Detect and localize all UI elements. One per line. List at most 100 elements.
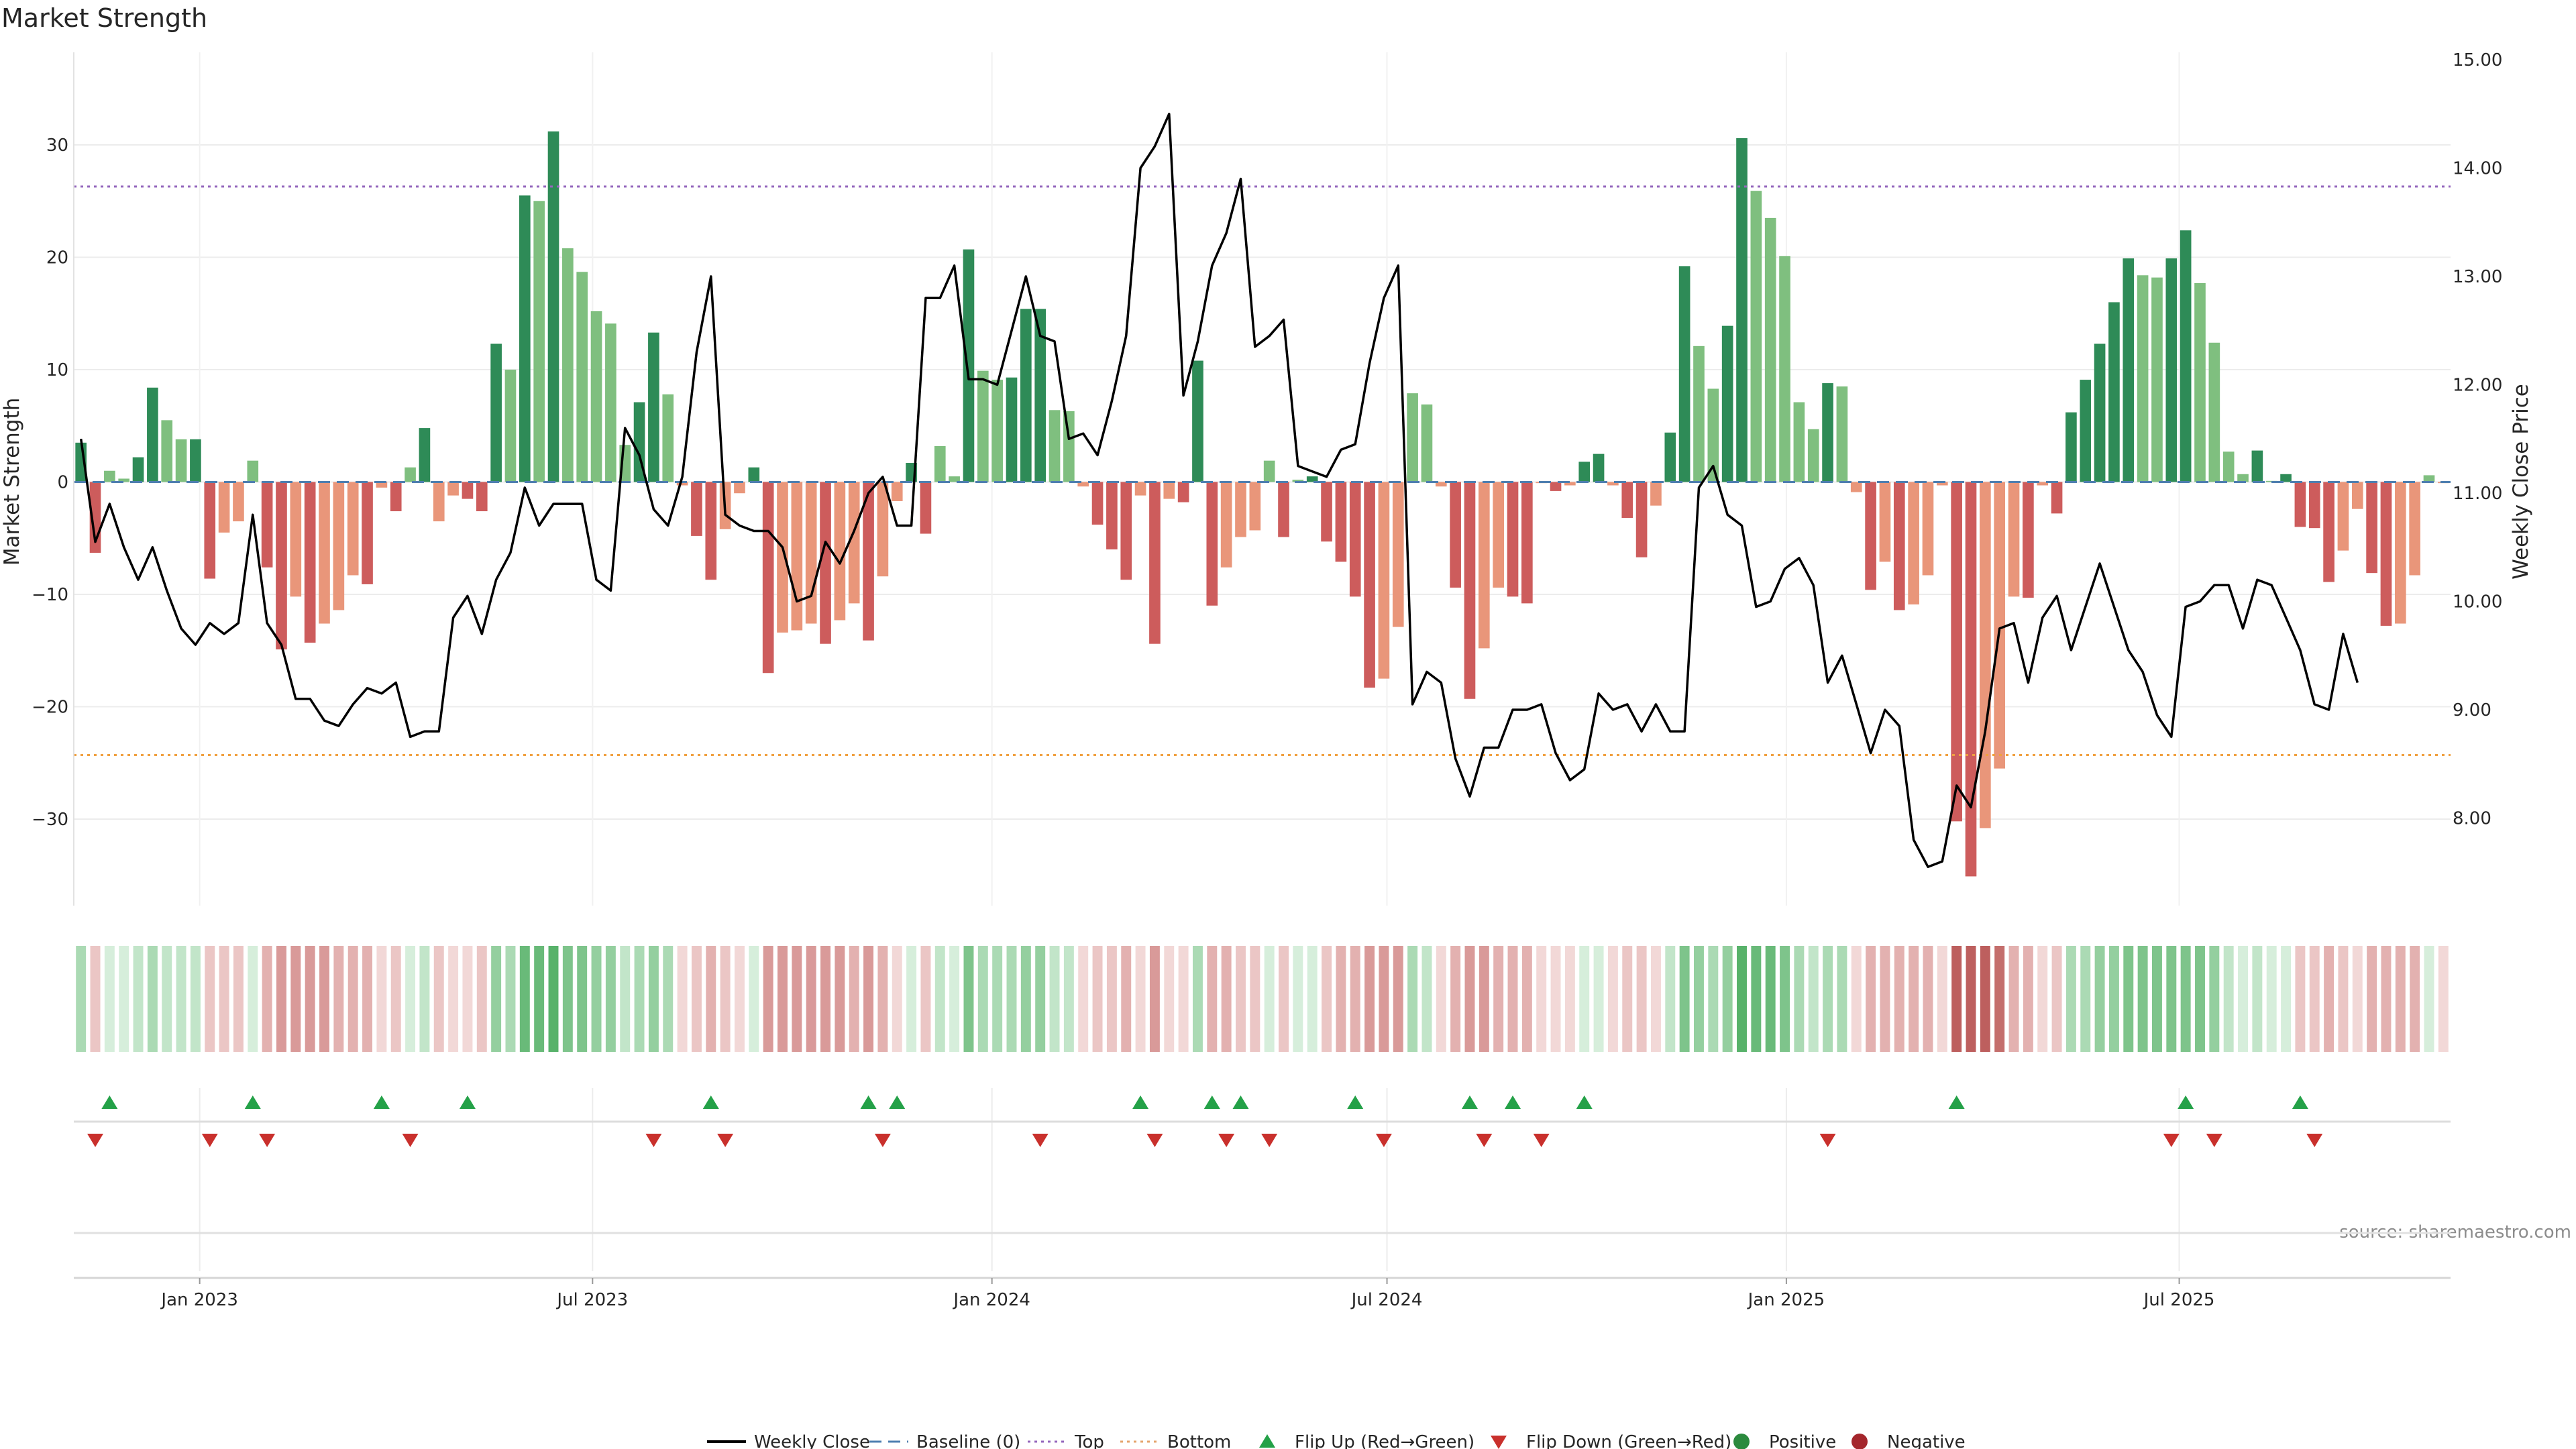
heat-cell	[1980, 946, 1990, 1052]
heat-cell	[663, 946, 674, 1052]
x-tick-label: Jul 2023	[555, 1290, 628, 1310]
heat-cell	[1264, 946, 1275, 1052]
strength-bar	[1134, 482, 1146, 496]
flip-up-marker	[889, 1095, 906, 1109]
heat-cell	[1837, 946, 1847, 1052]
heat-cell	[1636, 946, 1647, 1052]
heat-cell	[219, 946, 229, 1052]
strength-bar	[2351, 482, 2363, 509]
flip-markers	[74, 1095, 2451, 1234]
heat-cell	[290, 946, 301, 1052]
flip-up-marker	[1203, 1095, 1220, 1109]
heat-cell	[1521, 946, 1532, 1052]
strength-bar	[362, 482, 373, 584]
heat-cell	[2023, 946, 2033, 1052]
strength-bar	[2037, 482, 2049, 486]
strength-bar	[605, 323, 616, 482]
y-left-tick-label: 20	[46, 248, 68, 268]
heat-cell	[1694, 946, 1704, 1052]
strength-bar	[863, 482, 874, 641]
strength-bar	[319, 482, 330, 624]
strength-bar	[1908, 482, 1919, 605]
strength-bar	[2065, 412, 2077, 482]
heat-cell	[1737, 946, 1747, 1052]
heat-cell	[2065, 946, 2076, 1052]
x-tick-label: Jan 2025	[1747, 1290, 1825, 1310]
heat-cell	[1020, 946, 1031, 1052]
flip-up-marker	[702, 1095, 719, 1109]
legend-label: Weekly Close	[754, 1432, 870, 1449]
legend-label: Negative	[1887, 1432, 1966, 1449]
strength-bar	[1721, 325, 1733, 482]
strength-bar	[1994, 482, 2006, 769]
strength-bar	[1865, 482, 1876, 590]
heat-cell	[1622, 946, 1633, 1052]
flip-down-marker	[874, 1134, 891, 1147]
strength-bar	[648, 332, 659, 482]
strength-bar	[2051, 482, 2063, 514]
y-right-tick-label: 11.00	[2453, 484, 2502, 504]
legend-label: Baseline (0)	[916, 1432, 1020, 1449]
heat-cell	[1579, 946, 1590, 1052]
heat-cell	[2180, 946, 2191, 1052]
strength-bar	[2151, 277, 2163, 482]
strength-bar	[1965, 482, 1977, 877]
strength-bar	[1980, 482, 1991, 828]
heat-cell	[1078, 946, 1089, 1052]
strength-bar	[691, 482, 702, 536]
y-left-tick-label: −10	[32, 585, 68, 605]
flip-up-marker	[1505, 1095, 1521, 1109]
heat-cell	[1665, 946, 1676, 1052]
legend-label: Positive	[1769, 1432, 1836, 1449]
flip-down-marker	[2306, 1134, 2323, 1147]
strength-bar	[1306, 476, 1318, 482]
strength-bar	[1621, 482, 1633, 519]
heat-cell	[1937, 946, 1947, 1052]
flip-up-marker	[1461, 1095, 1478, 1109]
strength-bar	[2008, 482, 2020, 597]
legend-label: Bottom	[1167, 1432, 1231, 1449]
strength-bar	[1507, 482, 1519, 597]
heat-cell	[1507, 946, 1518, 1052]
heat-cell	[90, 946, 101, 1052]
flip-down-marker	[1476, 1134, 1493, 1147]
flip-down-marker	[1375, 1134, 1392, 1147]
heat-cell	[519, 946, 530, 1052]
heat-cell	[777, 946, 788, 1052]
strength-bar	[376, 482, 388, 488]
strength-bar	[1235, 482, 1246, 537]
flip-up-marker	[2292, 1095, 2308, 1109]
strength-bar	[1063, 411, 1075, 482]
strength-bar	[1650, 482, 1662, 506]
strength-bar	[147, 387, 158, 482]
heat-cell	[2080, 946, 2091, 1052]
strength-bar	[1450, 482, 1461, 588]
strength-bar	[419, 428, 431, 482]
heat-cell	[1909, 946, 1919, 1052]
flip-down-marker	[717, 1134, 734, 1147]
heat-cell	[2209, 946, 2220, 1052]
heat-cell	[1765, 946, 1776, 1052]
y-right-tick-label: 13.00	[2453, 267, 2502, 287]
weekly-close-line	[79, 113, 2359, 868]
heat-cell	[433, 946, 444, 1052]
heat-cell	[76, 946, 87, 1052]
flip-down-marker	[1261, 1134, 1278, 1147]
strength-bar	[2423, 475, 2435, 482]
strength-bar	[734, 482, 745, 494]
strength-bar	[1521, 482, 1533, 604]
heat-cell	[2037, 946, 2048, 1052]
heat-cell	[1436, 946, 1446, 1052]
flip-up-marker	[459, 1095, 476, 1109]
heat-cell	[1780, 946, 1790, 1052]
strength-bar	[490, 343, 502, 482]
strength-bar	[1163, 482, 1175, 499]
heat-cell	[1049, 946, 1060, 1052]
strength-bars	[75, 131, 2449, 877]
x-tick-label: Jul 2025	[2143, 1290, 2215, 1310]
strength-bar	[2137, 275, 2149, 482]
heat-cell	[419, 946, 430, 1052]
strength-bar	[132, 457, 144, 482]
heat-cell	[863, 946, 874, 1052]
strength-bar	[1779, 256, 1790, 482]
